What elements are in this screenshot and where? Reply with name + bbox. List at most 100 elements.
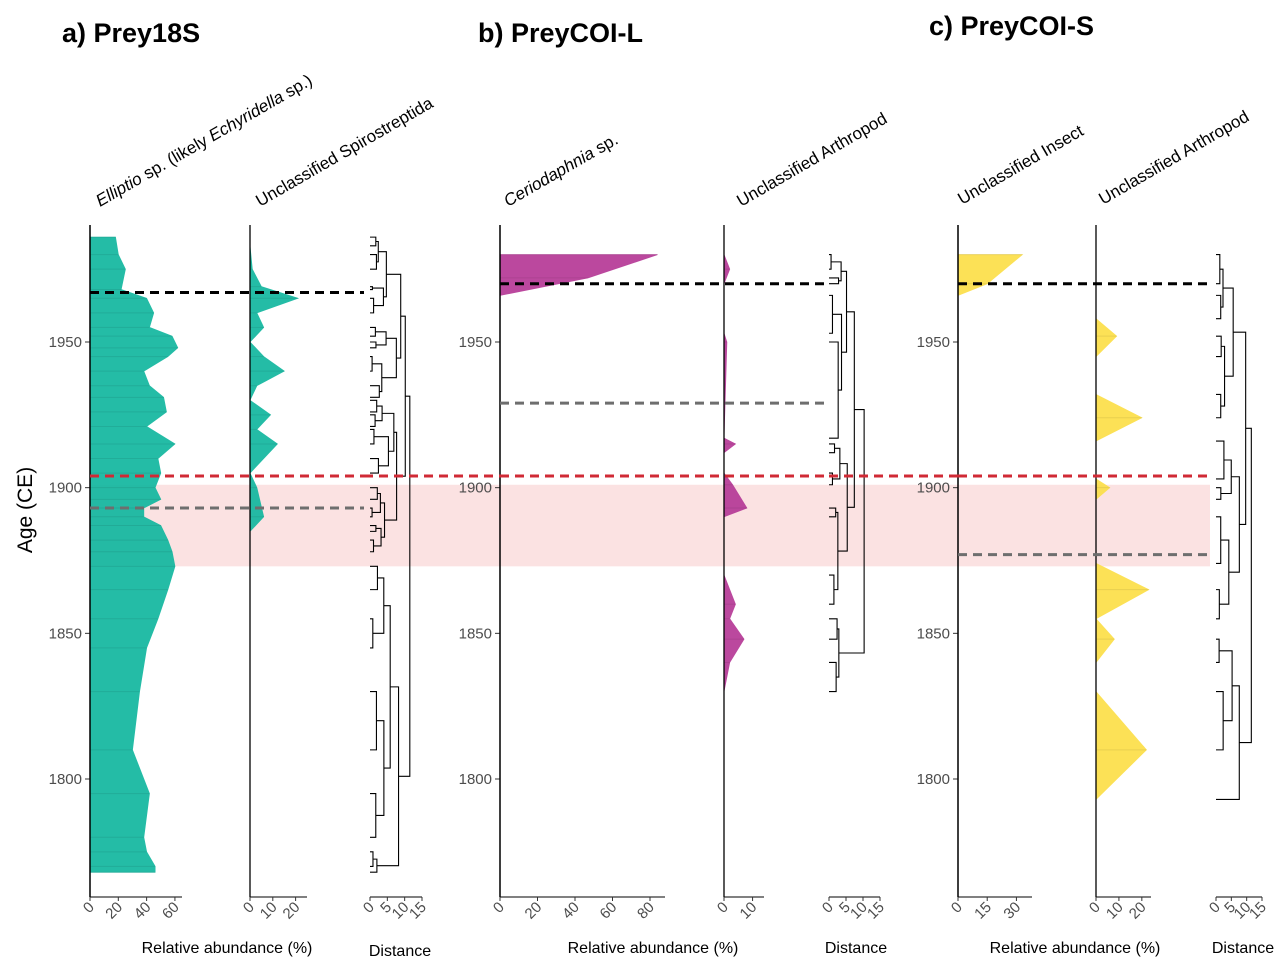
dendrogram-branch-a-21 [375, 240, 379, 263]
dendrogram-branch-b-7 [829, 574, 835, 605]
taxon-label-b-2: Unclassified Arthropod [734, 109, 891, 211]
dendrogram-branch-a-8 [370, 399, 378, 413]
age-tick-label-c-1900: 1900 [917, 480, 950, 497]
dendrogram-branch-a-2 [370, 286, 373, 291]
dendrogram-branch-a-17 [370, 618, 374, 649]
dendrogram-branch-a-25 [375, 405, 383, 422]
dendrogram-branch-a-26 [373, 436, 389, 467]
dendrogram-branch-c-17 [1216, 685, 1240, 800]
dendrogram-branch-a-3 [370, 297, 375, 314]
age-tick-label-c-1950: 1950 [917, 334, 950, 351]
dendrogram-branch-a-15 [370, 539, 375, 553]
distance-title-a: Distance [369, 943, 431, 958]
taxon-label-c-1: Unclassified Insect [955, 121, 1087, 208]
abundance-area-c-1 [957, 254, 1024, 296]
dendrogram-branch-a-19 [370, 793, 377, 838]
dendrogram-branch-a-5 [370, 341, 377, 349]
x-axis-title-c: Relative abundance (%) [990, 940, 1161, 957]
dendrogram-branch-c-12 [1220, 459, 1232, 495]
age-tick-label-b-1800: 1800 [459, 771, 492, 788]
dendrogram-branch-c-7 [1216, 589, 1220, 620]
taxon-label-part-a-1-2: Echyridella [205, 87, 287, 145]
dendrogram-branch-c-13 [1219, 539, 1230, 605]
taxon-label-c-2: Unclassified Arthropod [1096, 107, 1253, 209]
abundance-area-b-1 [499, 254, 658, 296]
abundance-tick-label-a-2-20: 20 [280, 899, 304, 923]
dendrogram-branch-a-0 [370, 236, 377, 247]
panel-title-c: c) PreyCOI-S [929, 11, 1094, 41]
taxon-label-part-c-2-0: Unclassified Arthropod [1096, 107, 1253, 209]
taxon-label-a-2: Unclassified Spirostreptida [253, 93, 437, 210]
abundance-tick-label-b-1-40: 40 [559, 899, 583, 923]
dendrogram-branch-c-11 [1220, 345, 1226, 407]
distance-title-c: Distance [1212, 940, 1274, 957]
dendrogram-branch-c-6 [1216, 516, 1222, 564]
dendrogram-branch-a-37 [386, 273, 402, 359]
dendrogram-branch-a-36 [383, 605, 391, 769]
dendrogram-branch-a-4 [370, 326, 376, 337]
dendrogram-branch-a-7 [370, 385, 380, 398]
dendrogram-branch-b-13 [833, 511, 839, 591]
abundance-tick-label-b-1-20: 20 [522, 899, 546, 923]
distance-tick-label-b-15: 15 [864, 899, 888, 923]
dendrogram-branch-b-8 [829, 618, 838, 640]
abundance-area-b-2 [723, 254, 748, 692]
abundance-tick-label-c-1-30: 30 [1000, 899, 1024, 923]
taxon-label-part-b-2-0: Unclassified Arthropod [734, 109, 891, 211]
dendrogram-branch-b-9 [829, 661, 837, 693]
dendrogram-branch-b-10 [831, 261, 842, 282]
abundance-tick-label-c-2-20: 20 [1126, 899, 1150, 923]
dendrogram-branch-a-39 [376, 686, 400, 867]
distance-tick-label-a-15: 15 [406, 899, 430, 923]
dendrogram-branch-c-2 [1216, 335, 1222, 358]
dendrogram-branch-a-1 [370, 254, 377, 270]
distance-tick-label-c-15: 15 [1246, 899, 1270, 923]
shaded-band-bridge-bc [829, 484, 958, 567]
abundance-tick-label-a-2-10: 10 [257, 899, 281, 923]
taxon-label-part-a-2-0: Unclassified Spirostreptida [253, 93, 437, 210]
abundance-tick-label-a-1-0: 0 [80, 899, 98, 917]
taxon-label-part-a-1-1: sp. (likely [136, 129, 215, 186]
y-axis-title: Age (CE) [14, 467, 37, 553]
age-tick-label-a-1900: 1900 [49, 480, 82, 497]
abundance-tick-label-b-2-0: 0 [714, 899, 732, 917]
dendrogram-branch-c-8 [1216, 638, 1220, 664]
dendrogram-branch-c-16 [1228, 476, 1240, 573]
dendrogram-branch-c-5 [1216, 487, 1222, 500]
dendrogram-branch-a-12 [370, 487, 378, 500]
age-tick-label-a-1950: 1950 [49, 334, 82, 351]
dendrogram-branch-a-20 [370, 851, 374, 867]
dendrogram-branch-a-32 [378, 251, 387, 298]
dendrogram-branch-a-23 [375, 331, 387, 346]
distance-tick-label-c-0: 0 [1206, 899, 1224, 917]
dendrogram-branch-c-9 [1216, 691, 1224, 751]
abundance-tick-label-b-1-80: 80 [634, 899, 658, 923]
abundance-tick-label-a-1-60: 60 [159, 899, 183, 923]
dendrogram-branch-b-1 [829, 277, 840, 285]
panel-title-b: b) PreyCOI-L [478, 18, 643, 48]
abundance-tick-label-c-2-0: 0 [1086, 899, 1104, 917]
dendrogram-branch-b-12 [832, 447, 841, 480]
age-tick-label-b-1950: 1950 [459, 334, 492, 351]
abundance-tick-label-c-1-15: 15 [971, 899, 995, 923]
taxon-label-b-1: Ceriodaphnia sp. [501, 130, 622, 211]
age-tick-label-a-1800: 1800 [49, 771, 82, 788]
dendrogram-branch-a-29 [372, 577, 385, 634]
abundance-area-a-1 [89, 236, 179, 873]
abundance-tick-label-b-1-0: 0 [490, 899, 508, 917]
dendrogram-branch-a-6 [370, 356, 373, 372]
dendrogram-branch-b-3 [829, 341, 839, 439]
dendrogram-branch-a-16 [370, 565, 378, 591]
age-tick-label-c-1800: 1800 [917, 771, 950, 788]
dendrogram-branch-c-19 [1239, 427, 1252, 744]
dendrogram-branch-c-0 [1216, 254, 1221, 285]
abundance-area-a-2 [249, 245, 300, 533]
x-axis-title-a: Relative abundance (%) [142, 940, 313, 957]
axes-layer [85, 225, 1263, 901]
abundance-tick-label-b-1-60: 60 [597, 899, 621, 923]
dendrogram-branch-a-18 [370, 691, 377, 751]
dendrogram-branch-b-15 [841, 270, 848, 353]
x-axis-title-b: Relative abundance (%) [568, 940, 739, 957]
dendrogram-branch-b-11 [832, 313, 843, 391]
